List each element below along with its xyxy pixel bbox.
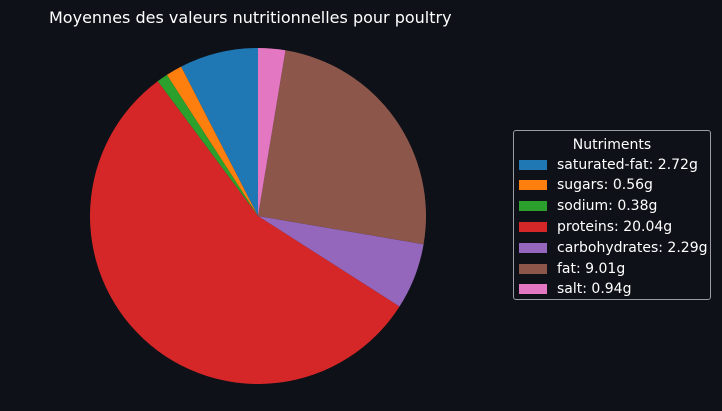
- pie-slice-fat: [258, 50, 426, 245]
- legend-label-saturated-fat: saturated-fat: 2.72g: [557, 156, 698, 173]
- legend-title: Nutriments: [572, 137, 652, 153]
- pie-slices: [90, 48, 426, 384]
- chart-title: Moyennes des valeurs nutritionnelles pou…: [49, 8, 452, 27]
- legend-label-salt: salt: 0.94g: [557, 281, 632, 298]
- legend-item-saturated-fat: saturated-fat: 2.72g: [519, 154, 698, 175]
- pie-slice-proteins: [90, 81, 400, 384]
- pie-slice-salt: [258, 48, 286, 216]
- legend-item-sugars: sugars: 0.56g: [519, 175, 653, 196]
- legend-item-fat: fat: 9.01g: [519, 258, 625, 279]
- legend-item-salt: salt: 0.94g: [519, 279, 631, 300]
- pie-slice-sodium: [157, 74, 258, 217]
- legend-swatch-sodium: [519, 201, 547, 212]
- legend-swatch-sugars: [519, 180, 547, 191]
- legend-swatch-salt: [519, 284, 547, 295]
- legend-item-sodium: sodium: 0.38g: [519, 196, 657, 217]
- legend-label-proteins: proteins: 20.04g: [557, 218, 673, 235]
- legend-swatch-carbohydrates: [519, 242, 547, 253]
- legend-swatch-saturated-fat: [519, 159, 547, 170]
- pie-slice-carbohydrates: [258, 216, 424, 307]
- legend-item-proteins: proteins: 20.04g: [519, 216, 672, 237]
- legend-item-carbohydrates: carbohydrates: 2.29g: [519, 237, 708, 258]
- legend-label-sodium: sodium: 0.38g: [557, 198, 658, 215]
- legend-swatch-proteins: [519, 221, 547, 232]
- legend-swatch-fat: [519, 263, 547, 274]
- legend-label-fat: fat: 9.01g: [557, 260, 626, 277]
- legend-label-sugars: sugars: 0.56g: [557, 177, 653, 194]
- pie-slice-sugars: [166, 66, 258, 216]
- pie-slice-saturated-fat: [181, 48, 258, 216]
- legend: Nutriments saturated-fat: 2.72g sugars: 0…: [513, 130, 711, 300]
- legend-label-carbohydrates: carbohydrates: 2.29g: [557, 239, 708, 256]
